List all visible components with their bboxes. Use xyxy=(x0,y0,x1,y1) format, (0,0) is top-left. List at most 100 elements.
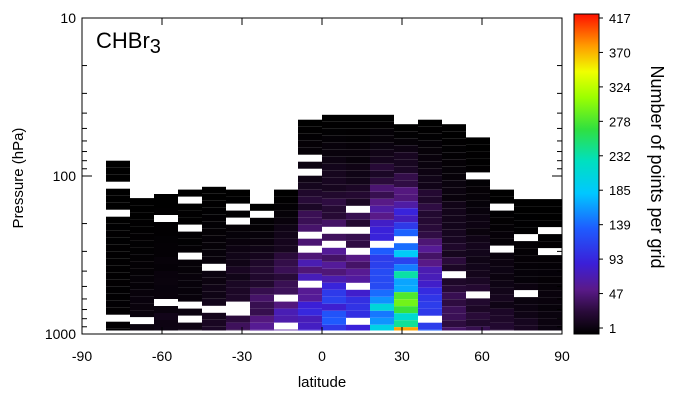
heatmap-cell xyxy=(322,247,346,255)
heatmap-cell xyxy=(418,252,442,260)
heatmap-cell xyxy=(394,313,418,321)
heatmap-cell xyxy=(250,259,274,267)
heatmap-cell xyxy=(274,217,298,225)
heatmap-cell xyxy=(442,145,466,153)
heatmap-cell xyxy=(442,215,466,223)
heatmap-cell xyxy=(250,203,274,211)
heatmap-cell xyxy=(274,280,298,288)
heatmap-cell xyxy=(178,238,202,246)
heatmap-cell xyxy=(370,198,394,206)
y-axis-title: Pressure (hPa) xyxy=(10,128,27,229)
heatmap-cell xyxy=(322,135,346,143)
heatmap-cell xyxy=(106,216,130,224)
heatmap-cell xyxy=(418,259,442,267)
heatmap-cell xyxy=(418,287,442,295)
y-tick-label: 1000 xyxy=(45,326,76,342)
heatmap-cell xyxy=(322,177,346,185)
heatmap-cell xyxy=(322,254,346,262)
y-tick-label: 10 xyxy=(60,10,76,26)
heatmap-cell xyxy=(130,289,154,297)
heatmap-cell xyxy=(514,248,538,256)
heatmap-cell xyxy=(514,318,538,326)
heatmap-cell xyxy=(178,259,202,267)
heatmap-cell xyxy=(178,308,202,316)
heatmap-cell xyxy=(298,119,322,127)
heatmap-cell xyxy=(130,282,154,290)
heatmap-cell xyxy=(418,210,442,218)
heatmap-cell xyxy=(106,265,130,273)
heatmap-cell xyxy=(442,138,466,146)
heatmap-cell xyxy=(226,189,250,197)
heatmap-cell xyxy=(154,327,178,331)
heatmap-cell xyxy=(202,270,226,278)
heatmap-cell xyxy=(418,294,442,302)
heatmap-cell xyxy=(154,320,178,327)
heatmap-cell xyxy=(490,231,514,239)
heatmap-cell xyxy=(538,269,562,277)
heatmap-cell xyxy=(274,189,298,197)
heatmap-cell xyxy=(442,320,466,328)
heatmap-cell xyxy=(274,308,298,316)
heatmap-cell xyxy=(538,325,562,331)
heatmap-cell xyxy=(514,311,538,319)
heatmap-cell xyxy=(466,319,490,327)
heatmap-cell xyxy=(394,194,418,202)
colorbar-tick-label: 417 xyxy=(609,11,631,26)
heatmap-cell xyxy=(418,322,442,330)
heatmap-cell xyxy=(154,243,178,250)
heatmap-cell xyxy=(346,240,370,248)
heatmap-cell xyxy=(130,226,154,234)
heatmap-cell xyxy=(130,296,154,304)
heatmap-cell xyxy=(178,189,202,197)
heatmap-cell xyxy=(418,133,442,141)
heatmap-cell xyxy=(490,224,514,232)
colorbar-tick-label: 324 xyxy=(609,80,631,95)
heatmap-cell xyxy=(274,287,298,295)
heatmap-cell xyxy=(298,315,322,323)
heatmap-cell xyxy=(298,126,322,134)
heatmap-cell xyxy=(394,138,418,146)
heatmap-cell xyxy=(322,121,346,129)
heatmap-cell xyxy=(442,124,466,132)
heatmap-cell xyxy=(370,135,394,143)
heatmap-cell xyxy=(418,154,442,162)
heatmap-cell xyxy=(226,315,250,323)
heatmap-cell xyxy=(226,322,250,330)
heatmap-cell xyxy=(490,287,514,295)
heatmap-cell xyxy=(370,233,394,241)
heatmap-cell xyxy=(490,259,514,267)
x-tick-label: -30 xyxy=(232,348,252,364)
heatmap-cell xyxy=(178,280,202,288)
heatmap-cell xyxy=(226,329,250,331)
heatmap-cell xyxy=(154,201,178,208)
heatmap-cell xyxy=(538,304,562,312)
heatmap-cell xyxy=(442,299,466,307)
heatmap-cell xyxy=(370,261,394,269)
heatmap-cell xyxy=(154,278,178,285)
heatmap-cell xyxy=(490,266,514,274)
heatmap-cell xyxy=(130,261,154,269)
heatmap-cell xyxy=(538,318,562,326)
heatmap-cell xyxy=(298,294,322,302)
heatmap-cell xyxy=(226,266,250,274)
heatmap-cell xyxy=(418,140,442,148)
heatmap-cell xyxy=(202,200,226,208)
heatmap-cell xyxy=(394,278,418,286)
heatmap-cell xyxy=(226,245,250,253)
heatmap-cell xyxy=(298,175,322,183)
heatmap-cell xyxy=(370,282,394,290)
heatmap-cell xyxy=(370,317,394,325)
heatmap-cell xyxy=(250,308,274,316)
heatmap-cell xyxy=(394,152,418,160)
heatmap-cell xyxy=(346,275,370,283)
heatmap-cell xyxy=(490,301,514,309)
heatmap-cell xyxy=(514,276,538,284)
heatmap-cell xyxy=(322,170,346,178)
heatmap-cell xyxy=(442,208,466,216)
x-tick-label: 30 xyxy=(394,348,410,364)
heatmap-cell xyxy=(346,191,370,199)
heatmap-cell xyxy=(154,313,178,320)
heatmap-cell xyxy=(298,224,322,232)
heatmap-cell xyxy=(106,258,130,266)
heatmap-cell xyxy=(274,231,298,239)
